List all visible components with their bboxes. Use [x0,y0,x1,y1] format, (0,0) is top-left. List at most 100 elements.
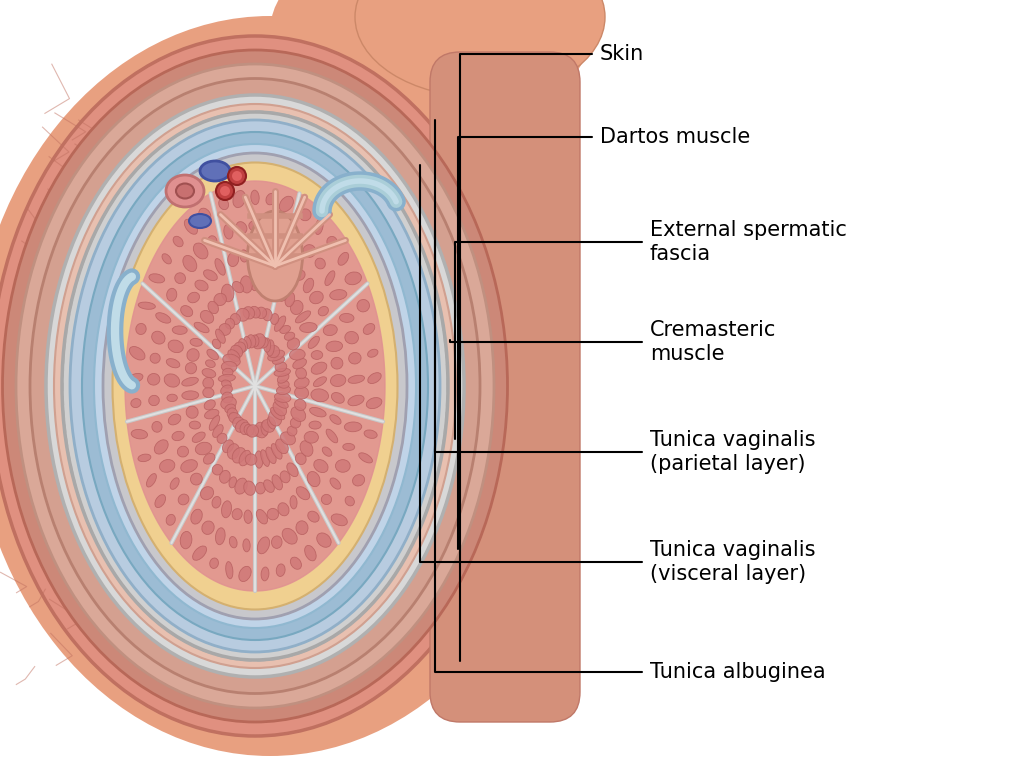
Ellipse shape [221,380,232,388]
Ellipse shape [266,193,275,205]
Ellipse shape [227,350,240,361]
Ellipse shape [327,236,337,246]
Ellipse shape [257,537,269,554]
Ellipse shape [252,425,263,436]
Ellipse shape [112,162,397,610]
Ellipse shape [218,374,236,382]
Text: Tunica albuginea: Tunica albuginea [649,662,825,682]
Ellipse shape [228,477,237,488]
Ellipse shape [156,313,171,323]
Ellipse shape [135,323,146,334]
Ellipse shape [276,285,288,301]
Ellipse shape [147,473,157,487]
Ellipse shape [189,214,210,228]
Ellipse shape [231,313,241,324]
Ellipse shape [274,398,288,408]
Ellipse shape [225,561,233,579]
Ellipse shape [192,546,206,560]
Ellipse shape [330,478,341,489]
Ellipse shape [352,475,364,486]
Ellipse shape [202,378,213,388]
Ellipse shape [191,510,202,524]
Ellipse shape [343,443,355,451]
Ellipse shape [287,338,299,350]
Ellipse shape [277,373,289,383]
Ellipse shape [331,357,343,369]
Ellipse shape [339,313,354,323]
Ellipse shape [307,472,319,486]
Ellipse shape [355,0,605,97]
Ellipse shape [349,353,361,364]
Ellipse shape [218,198,228,210]
Ellipse shape [270,407,284,420]
Ellipse shape [283,261,296,273]
Ellipse shape [184,219,197,234]
Ellipse shape [250,306,260,318]
Ellipse shape [294,270,304,280]
Ellipse shape [276,564,285,577]
Ellipse shape [270,254,283,265]
Ellipse shape [137,454,151,462]
Ellipse shape [278,380,289,388]
Ellipse shape [82,132,428,640]
Ellipse shape [226,408,238,419]
Ellipse shape [309,408,326,417]
Ellipse shape [244,337,251,348]
Ellipse shape [215,528,224,545]
Ellipse shape [207,235,216,246]
Ellipse shape [261,450,269,466]
Ellipse shape [345,496,354,506]
Ellipse shape [232,509,242,520]
Ellipse shape [290,557,301,569]
Ellipse shape [279,326,290,334]
Ellipse shape [292,358,306,369]
Ellipse shape [239,450,251,466]
Polygon shape [171,386,255,591]
Ellipse shape [175,273,185,283]
Ellipse shape [240,422,250,435]
Ellipse shape [348,395,364,406]
Ellipse shape [358,453,372,463]
Ellipse shape [193,243,208,259]
Ellipse shape [152,331,165,344]
Ellipse shape [295,453,306,465]
Ellipse shape [294,399,305,411]
Ellipse shape [335,459,350,472]
Ellipse shape [261,422,268,435]
Text: Tunica vaginalis
(visceral layer): Tunica vaginalis (visceral layer) [649,540,815,584]
Ellipse shape [221,361,237,372]
Ellipse shape [229,537,237,548]
Ellipse shape [202,368,215,378]
Ellipse shape [248,211,302,301]
Ellipse shape [233,191,246,208]
Ellipse shape [295,311,310,323]
Ellipse shape [348,375,364,384]
Ellipse shape [244,425,254,435]
Ellipse shape [331,392,344,403]
Ellipse shape [0,16,569,756]
Circle shape [215,182,234,200]
Ellipse shape [192,432,205,442]
Ellipse shape [304,432,318,443]
Ellipse shape [203,270,217,281]
Ellipse shape [45,95,463,677]
Circle shape [232,171,242,181]
Ellipse shape [248,247,262,262]
Ellipse shape [182,378,198,386]
Ellipse shape [195,280,208,291]
Ellipse shape [214,259,225,275]
Ellipse shape [330,290,347,300]
Ellipse shape [274,393,290,402]
Ellipse shape [287,426,296,436]
Ellipse shape [194,322,209,333]
Ellipse shape [255,482,265,494]
Ellipse shape [166,175,204,207]
Ellipse shape [367,349,378,357]
Ellipse shape [149,395,159,405]
Ellipse shape [256,307,266,319]
Ellipse shape [243,539,250,552]
Ellipse shape [204,409,218,419]
Ellipse shape [252,334,265,349]
Ellipse shape [129,347,145,360]
Ellipse shape [219,470,231,483]
